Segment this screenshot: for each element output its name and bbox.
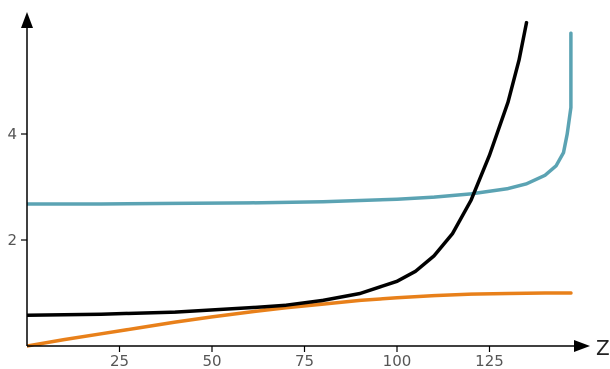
y-axis-arrow-icon (21, 12, 33, 28)
y-tick-label: 4 (7, 125, 17, 143)
x-tick-label: 100 (383, 352, 412, 369)
axes: Z (21, 12, 610, 360)
series-line-2 (27, 31, 573, 206)
x-tick-label: 25 (110, 352, 129, 369)
ticks: 25 50 75 100 125 2 4 (7, 125, 503, 369)
x-axis-arrow-icon (574, 340, 590, 352)
x-tick-label: 125 (475, 352, 504, 369)
x-axis-label: Z (596, 336, 610, 360)
x-tick-label: 75 (295, 352, 314, 369)
x-tick-label: 50 (202, 352, 221, 369)
y-tick-label: 2 (7, 231, 17, 249)
series-line-1 (27, 291, 573, 348)
series-line-3 (27, 20, 529, 318)
series-layer (27, 20, 573, 348)
